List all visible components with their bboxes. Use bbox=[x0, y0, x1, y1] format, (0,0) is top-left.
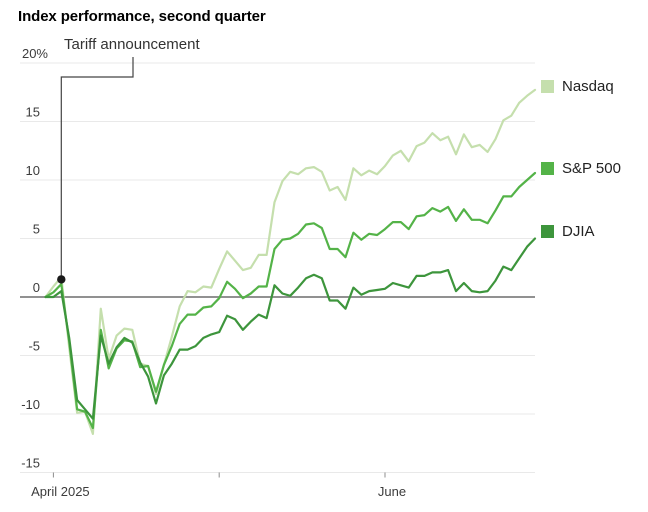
chart-title: Index performance, second quarter bbox=[18, 8, 266, 25]
line-djia bbox=[44, 237, 537, 420]
x-axis-label: April 2025 bbox=[31, 484, 90, 499]
y-axis-label: 5 bbox=[33, 222, 40, 237]
y-axis-label: 0 bbox=[33, 280, 40, 295]
x-axis-label: June bbox=[378, 484, 406, 499]
sp500-swatch-icon bbox=[541, 162, 554, 175]
tariff-annotation-label: Tariff announcement bbox=[64, 36, 200, 53]
line-sp500 bbox=[44, 171, 537, 430]
chart-legend: Nasdaq S&P 500 DJIA bbox=[541, 0, 648, 512]
annotation-connector bbox=[60, 57, 134, 280]
legend-item-djia: DJIA bbox=[541, 223, 595, 240]
y-axis-label: -5 bbox=[28, 339, 40, 354]
legend-label: DJIA bbox=[562, 223, 595, 240]
line-nasdaq bbox=[44, 88, 537, 435]
y-axis-label: 10 bbox=[26, 163, 40, 178]
y-axis-label: -15 bbox=[21, 456, 40, 471]
annotation-dot bbox=[57, 275, 66, 284]
djia-swatch-icon bbox=[541, 225, 554, 238]
legend-label: Nasdaq bbox=[562, 78, 614, 95]
y-axis-label: -10 bbox=[21, 397, 40, 412]
legend-item-nasdaq: Nasdaq bbox=[541, 78, 614, 95]
y-axis-label: 15 bbox=[26, 105, 40, 120]
legend-label: S&P 500 bbox=[562, 160, 621, 177]
y-axis-label: 20% bbox=[22, 46, 48, 61]
nasdaq-swatch-icon bbox=[541, 80, 554, 93]
legend-item-sp500: S&P 500 bbox=[541, 160, 621, 177]
